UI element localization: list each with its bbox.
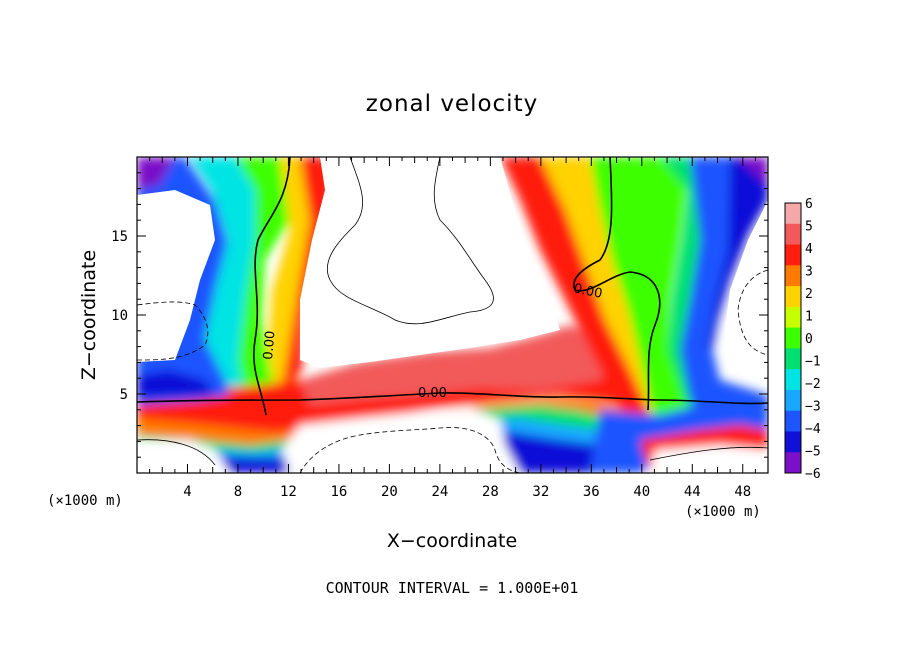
colorbar-swatch xyxy=(785,389,801,412)
contour-interval-note: CONTOUR INTERVAL = 1.000E+01 xyxy=(326,579,579,597)
x-unit-right: (×1000 m) xyxy=(685,504,761,520)
y-axis: 5 10 15 xyxy=(111,156,768,474)
colorbar-swatch xyxy=(785,223,801,246)
colorbar-swatch xyxy=(785,348,801,370)
x-tick-label: 20 xyxy=(381,484,398,500)
colorbar-swatch xyxy=(785,410,801,432)
colorbar-label: −2 xyxy=(805,377,821,392)
colorbar-swatch xyxy=(785,306,801,329)
x-tick-label: 12 xyxy=(280,484,297,500)
x-tick-label: 28 xyxy=(482,484,499,500)
colorbar-swatch xyxy=(785,431,801,453)
x-tick-label: 44 xyxy=(684,484,701,500)
x-unit-left: (×1000 m) xyxy=(47,493,123,509)
x-tick-label: 40 xyxy=(633,484,650,500)
colorbar-swatch xyxy=(785,327,801,349)
contour-label: 0.00 xyxy=(572,281,603,302)
x-tick-label: 36 xyxy=(583,484,600,500)
colorbar-frame xyxy=(784,202,802,474)
colorbar-label: −1 xyxy=(805,355,821,370)
colorbar-label: 4 xyxy=(805,242,813,257)
colorbar-swatch xyxy=(785,244,801,266)
x-tick-label: 48 xyxy=(734,484,751,500)
colorbar-label: 6 xyxy=(805,197,813,212)
colorbar: 6 5 4 3 2 1 0 −1 −2 −3 −4 −5 −6 xyxy=(784,197,821,482)
colorbar-swatch xyxy=(785,369,801,391)
y-axis-label: Z−coordinate xyxy=(78,250,100,380)
contour-label: 0.00 xyxy=(418,386,447,401)
x-axis: 4 8 12 16 20 24 28 32 36 40 44 48 xyxy=(136,157,769,500)
colorbar-label: 5 xyxy=(805,220,813,235)
y-tick-label: 15 xyxy=(111,229,128,245)
colorbar-label: 0 xyxy=(805,332,813,347)
colorbar-swatch xyxy=(785,265,801,287)
colorbar-label: −5 xyxy=(805,445,821,460)
colorbar-swatch xyxy=(785,452,801,474)
x-tick-label: 24 xyxy=(431,484,448,500)
y-tick-label: 5 xyxy=(120,387,128,403)
x-axis-label: X−coordinate xyxy=(387,530,517,552)
y-tick-label: 10 xyxy=(111,308,128,324)
colorbar-label: 2 xyxy=(805,287,813,302)
chart-title: zonal velocity xyxy=(366,91,538,117)
x-tick-label: 8 xyxy=(234,484,242,500)
contour-label: 0.00 xyxy=(261,330,278,360)
velocity-field xyxy=(137,157,768,473)
colorbar-swatch xyxy=(785,286,801,308)
colorbar-label: 3 xyxy=(805,265,813,280)
colorbar-label: −3 xyxy=(805,400,821,415)
colorbar-swatch xyxy=(785,203,801,225)
x-tick-label: 16 xyxy=(330,484,347,500)
colorbar-label: 1 xyxy=(805,310,813,325)
colorbar-label: −4 xyxy=(805,422,821,437)
x-tick-label: 4 xyxy=(183,484,191,500)
x-tick-label: 32 xyxy=(532,484,549,500)
colorbar-label: −6 xyxy=(805,467,821,482)
